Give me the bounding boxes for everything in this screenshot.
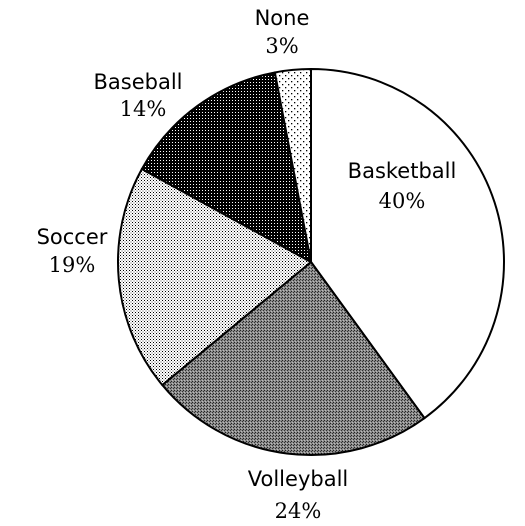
slice-value-basketball: 40%: [379, 189, 426, 213]
pie-slice-none: [273, 68, 312, 263]
pie-labels: Basketball 40% Volleyball 24% Soccer 19% Baseb…: [37, 6, 457, 523]
slice-value-baseball: 14%: [120, 97, 167, 121]
slice-label-baseball: Baseball: [93, 70, 182, 94]
pie-slice-volleyball: [161, 261, 426, 456]
slice-label-basketball: Basketball: [348, 159, 457, 183]
slice-value-volleyball: 24%: [275, 499, 322, 523]
slice-value-none: 3%: [265, 34, 298, 58]
slice-label-none: None: [255, 6, 310, 30]
slice-label-volleyball: Volleyball: [248, 467, 348, 491]
pie-slice-basketball: [310, 68, 505, 420]
pie-slice-soccer: [117, 168, 312, 387]
pie-slice-baseball: [140, 71, 312, 263]
slice-label-soccer: Soccer: [37, 225, 108, 249]
pie-slices: [117, 68, 505, 456]
slice-value-soccer: 19%: [49, 253, 96, 277]
